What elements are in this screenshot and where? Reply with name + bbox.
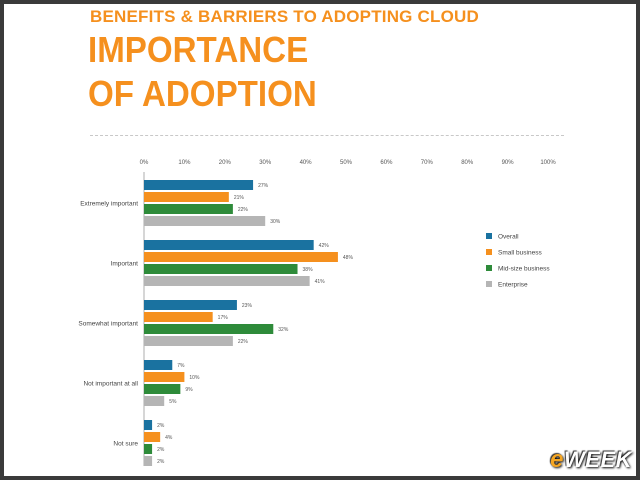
data-label: 2% [157,447,165,453]
data-label: 41% [315,279,326,285]
x-tick-label: 60% [380,160,393,166]
bar-midsize-business [144,324,274,334]
data-label: 17% [218,315,229,321]
category-label: Important [111,261,139,268]
x-tick-label: 0% [140,160,149,166]
x-tick-label: 80% [461,160,474,166]
bar-chart: 0% 10% 20% 30% 40% 50% 60% 70% 80% 90% 100% Extreme… [78,160,556,466]
bar-enterprise [144,336,233,346]
legend-label: Overall [498,234,519,241]
bar-enterprise [144,456,153,466]
category-label: Not sure [113,441,138,448]
bar-enterprise [144,216,266,226]
legend-swatch [486,265,492,271]
bar-overall [144,360,173,370]
x-tick-label: 40% [300,160,313,166]
category-label: Not important at all [83,381,138,388]
x-tick-label: 30% [259,160,272,166]
data-label: 38% [303,267,314,273]
legend-label: Small business [498,250,542,257]
data-label: 2% [157,459,165,465]
data-label: 27% [258,183,269,189]
bar-midsize-business [144,444,153,454]
legend-swatch [486,233,492,239]
data-label: 48% [343,255,354,261]
x-tick-label: 70% [421,160,434,166]
data-label: 42% [319,243,330,249]
data-label: 21% [234,195,245,201]
bar-midsize-business [144,204,233,214]
data-label: 32% [278,327,289,333]
bar-small-business [144,372,185,382]
bar-small-business [144,312,213,322]
eweek-logo: eWEEK [550,446,632,473]
legend-label: Enterprise [498,282,528,289]
legend-label: Mid-size business [498,266,550,273]
bar-overall [144,180,254,190]
data-label: 4% [165,435,173,441]
bar-small-business [144,432,161,442]
slide-title-line-2: OF ADOPTION [88,73,317,114]
x-tick-label: 50% [340,160,353,166]
x-tick-label: 20% [219,160,232,166]
legend-swatch [486,249,492,255]
bar-enterprise [144,396,165,406]
data-label: 9% [185,387,193,393]
data-label: 2% [157,423,165,429]
legend-swatch [486,281,492,287]
slide-title-line-1: IMPORTANCE [88,29,309,70]
x-tick-label: 90% [502,160,515,166]
divider-rule [90,135,564,136]
bar-midsize-business [144,264,298,274]
x-tick-label: 100% [540,160,556,166]
data-label: 30% [270,219,281,225]
bar-small-business [144,252,338,262]
data-label: 22% [238,339,249,345]
data-label: 5% [169,399,177,405]
data-label: 23% [242,303,253,309]
bar-overall [144,240,314,250]
bar-small-business [144,192,229,202]
slide: BENEFITS & BARRIERS TO ADOPTING CLOUD IM… [4,4,636,476]
x-tick-label: 10% [178,160,191,166]
category-label: Extremely important [80,201,138,208]
bar-overall [144,300,237,310]
category-label: Somewhat important [78,321,138,328]
bar-enterprise [144,276,310,286]
data-label: 10% [189,375,200,381]
data-label: 22% [238,207,249,213]
data-label: 7% [177,363,185,369]
slide-kicker: BENEFITS & BARRIERS TO ADOPTING CLOUD [90,7,479,26]
bar-midsize-business [144,384,181,394]
bar-overall [144,420,153,430]
